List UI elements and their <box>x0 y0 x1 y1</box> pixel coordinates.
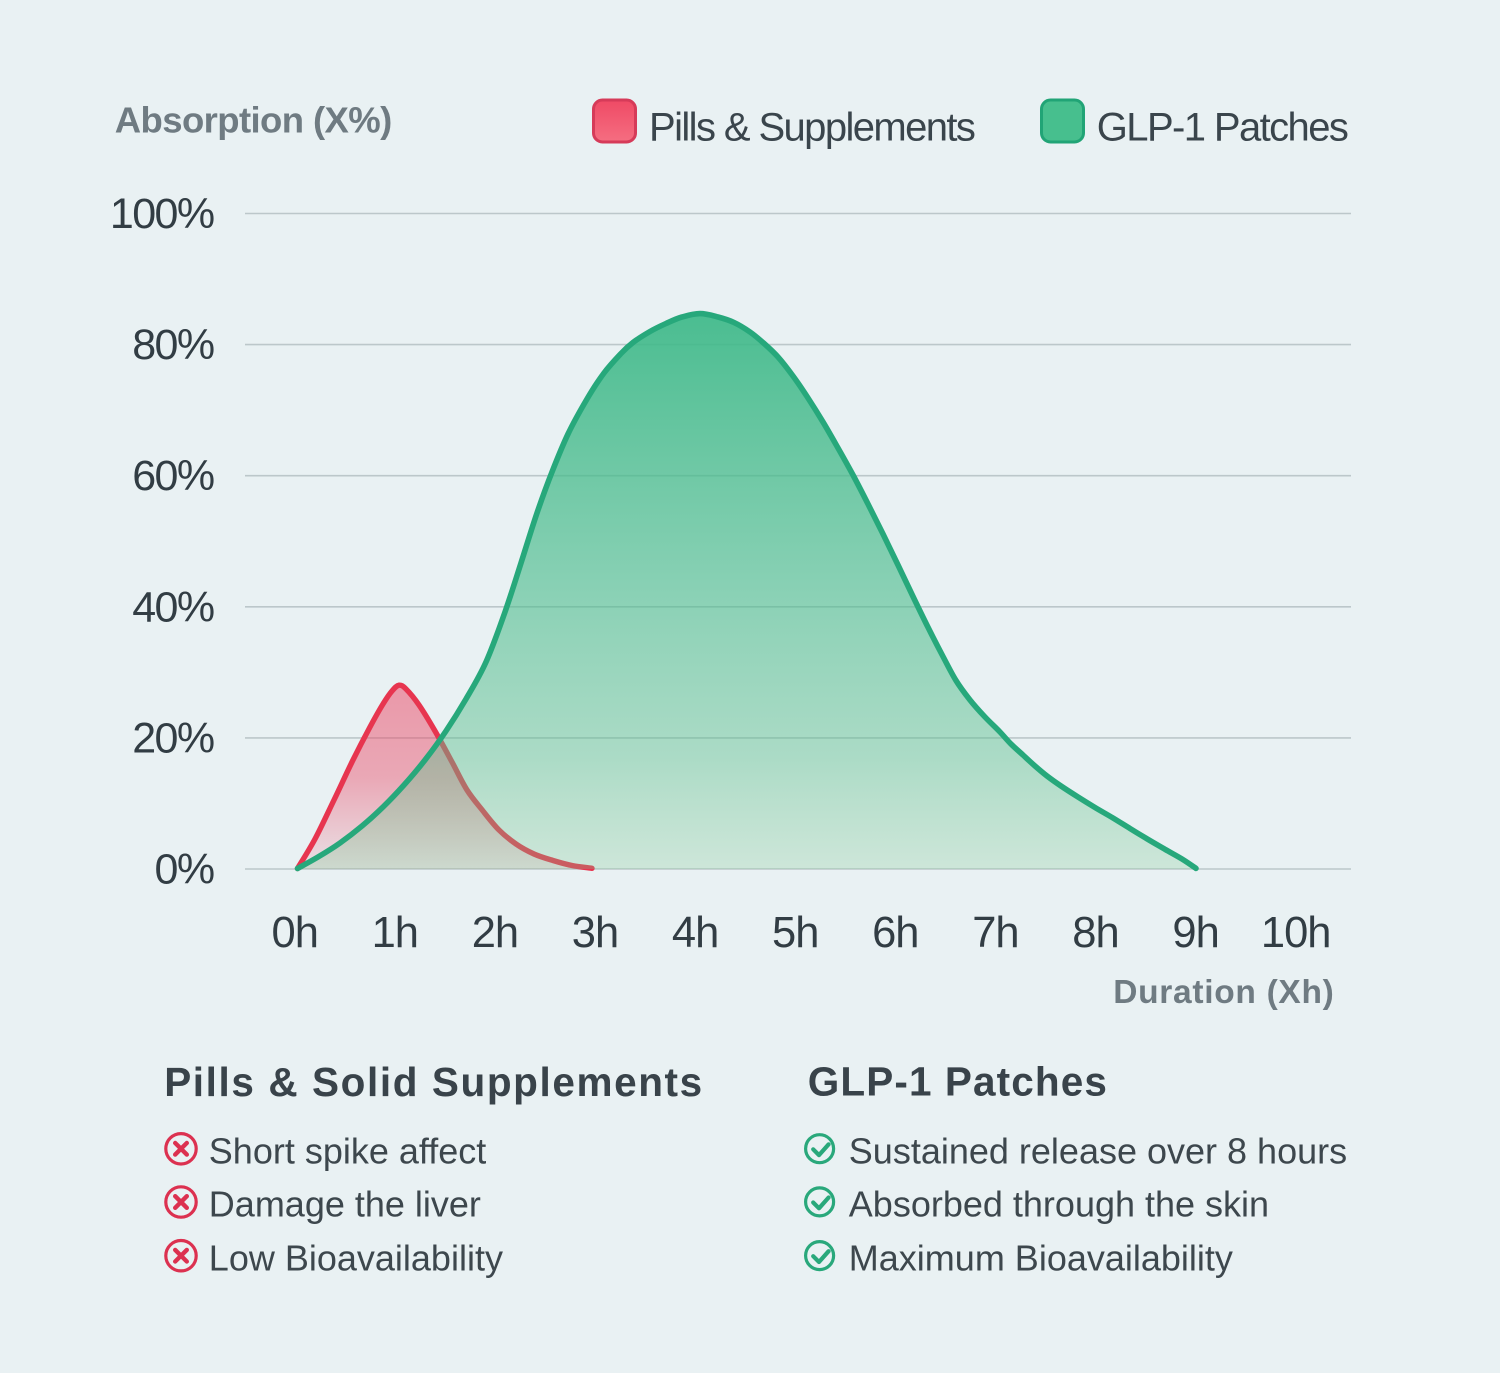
svg-text:Short spike affect: Short spike affect <box>209 1130 487 1171</box>
svg-text:40%: 40% <box>132 583 214 631</box>
svg-text:0%: 0% <box>155 846 214 894</box>
svg-text:2h: 2h <box>472 909 518 957</box>
svg-text:Low Bioavailability: Low Bioavailability <box>209 1237 503 1278</box>
svg-text:Damage the liver: Damage the liver <box>209 1184 481 1225</box>
svg-text:Sustained release over 8 hours: Sustained release over 8 hours <box>849 1130 1347 1171</box>
svg-text:1h: 1h <box>372 909 418 957</box>
svg-text:Maximum Bioavailability: Maximum Bioavailability <box>849 1237 1233 1278</box>
svg-text:5h: 5h <box>772 909 818 957</box>
svg-text:GLP-1 Patches: GLP-1 Patches <box>808 1059 1108 1105</box>
svg-text:GLP-1 Patches: GLP-1 Patches <box>1097 106 1348 150</box>
svg-text:Duration (Xh): Duration (Xh) <box>1113 974 1334 1011</box>
svg-text:Absorption (X%): Absorption (X%) <box>115 100 392 141</box>
svg-text:6h: 6h <box>872 909 918 957</box>
svg-text:3h: 3h <box>572 909 618 957</box>
svg-text:Absorbed through the skin: Absorbed through the skin <box>849 1184 1269 1225</box>
svg-text:4h: 4h <box>672 909 718 957</box>
svg-text:20%: 20% <box>132 714 214 762</box>
svg-text:100%: 100% <box>110 190 214 238</box>
svg-text:0h: 0h <box>272 909 318 957</box>
svg-text:Pills & Solid Supplements: Pills & Solid Supplements <box>164 1059 704 1105</box>
svg-text:10h: 10h <box>1261 909 1331 957</box>
svg-text:Pills & Supplements: Pills & Supplements <box>649 106 975 150</box>
svg-text:7h: 7h <box>972 909 1018 957</box>
svg-text:60%: 60% <box>132 452 214 500</box>
svg-text:8h: 8h <box>1072 909 1118 957</box>
svg-text:80%: 80% <box>132 321 214 369</box>
svg-text:9h: 9h <box>1172 909 1218 957</box>
